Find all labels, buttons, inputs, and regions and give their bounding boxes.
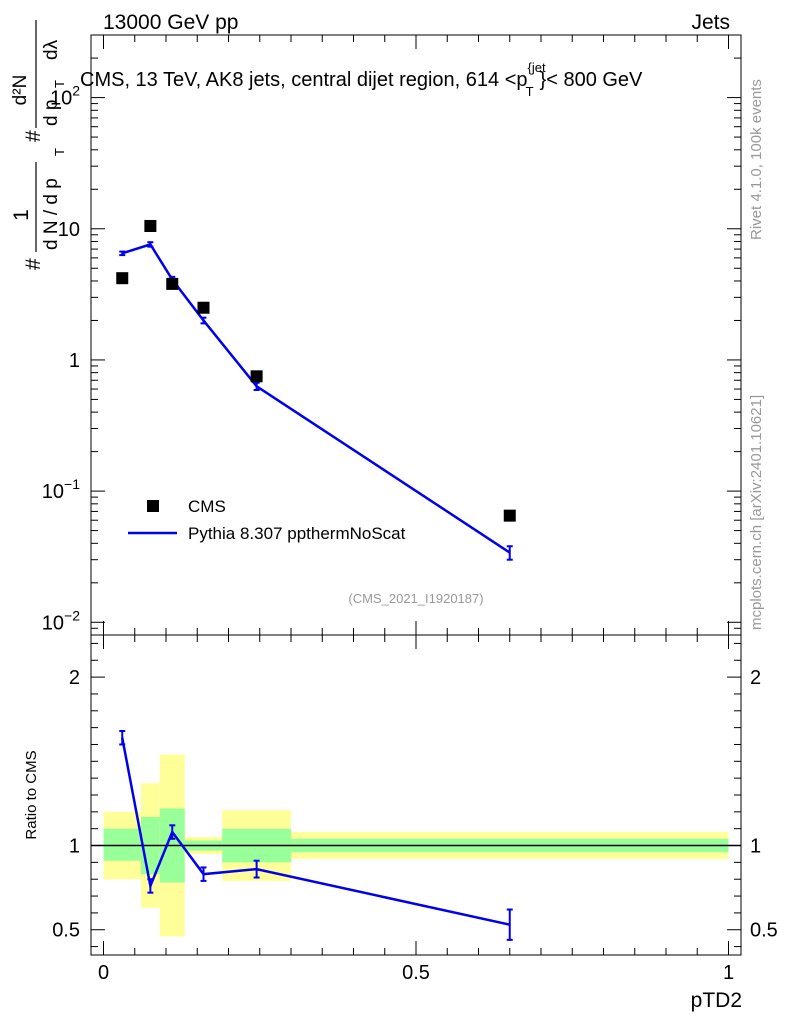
main-y-tick-label: 10−1 xyxy=(42,476,80,503)
main-y-tick-label: 10 xyxy=(58,219,80,241)
legend-cms-marker xyxy=(147,500,159,512)
cms-data-point xyxy=(166,277,179,290)
ratio-y-tick-label-left: 1 xyxy=(69,836,80,858)
ylabel-frac-den-sub: T xyxy=(52,148,67,156)
ylabel-deriv-den: d p xyxy=(41,100,62,126)
title-after: }< 800 GeV xyxy=(540,69,644,91)
ratio-panel: 0.5 0.51 12 2 0 0.5 1 Ratio to CMS pTD2 xyxy=(23,634,778,1012)
cms-data-point xyxy=(144,219,157,232)
cms-data-point xyxy=(197,301,210,314)
header-right-label: Jets xyxy=(691,11,730,34)
title-before: CMS, 13 TeV, AK8 jets, central dijet reg… xyxy=(80,69,528,91)
ratio-y-tick-label-right: 0.5 xyxy=(750,920,778,942)
legend-cms-label: CMS xyxy=(188,497,226,516)
legend-mc-label: Pythia 8.307 ppthermNoScat xyxy=(188,524,406,543)
ylabel-frac-num: 1 xyxy=(10,209,33,221)
ratio-y-tick-label-left: 0.5 xyxy=(52,920,80,942)
ylabel-deriv-den-sub: T xyxy=(52,80,67,88)
ratio-y-ticks: 0.5 0.5 1 1 2 2 xyxy=(52,642,778,948)
main-data-layer xyxy=(116,219,516,561)
x-tick-label: 0.5 xyxy=(402,962,430,984)
main-panel-frame xyxy=(90,34,742,636)
x-axis-label: pTD2 xyxy=(691,989,742,1012)
ratio-band-inner xyxy=(103,828,141,861)
main-y-tick-label: 10−2 xyxy=(42,607,80,634)
ratio-panel-frame xyxy=(90,634,742,956)
title-subscript: T xyxy=(526,84,534,99)
ratio-y-tick-label-right: 2 xyxy=(750,667,761,689)
ylabel-deriv-num: d²N xyxy=(10,75,31,106)
mcplots-label: mcplots.cern.ch [arXiv:2401.10621] xyxy=(748,395,765,630)
cms-data-point xyxy=(503,509,516,522)
ratio-y-tick-label-left: 2 xyxy=(69,667,80,689)
rivet-version-label: Rivet 4.1.0, 100k events xyxy=(748,79,765,240)
main-panel: 10−2 10−1 1 10 102 CMS, 13 TeV, AK8 jets, ce… xyxy=(10,20,742,636)
analysis-watermark: (CMS_2021_I1920187) xyxy=(348,591,483,606)
header-left-label: 13000 GeV pp xyxy=(103,11,238,34)
ylabel-hash: # xyxy=(22,258,45,270)
ylabel-hash2: # xyxy=(22,130,45,142)
ratio-y-tick-label-right: 1 xyxy=(750,836,761,858)
ratio-mc-curve xyxy=(121,737,511,926)
x-tick-label: 0 xyxy=(98,962,109,984)
ylabel-frac-den: d N / d p xyxy=(41,178,62,250)
main-y-ticks xyxy=(91,34,741,636)
main-y-axis-label: # 1 d N / d p T # d²N d p T dλ xyxy=(10,20,67,270)
ratio-y-axis-label: Ratio to CMS xyxy=(23,750,40,839)
ratio-x-ticks: 0 0.5 1 xyxy=(98,635,734,984)
main-y-tick-label: 1 xyxy=(69,350,80,372)
x-tick-label: 1 xyxy=(723,962,734,984)
main-y-tick-label: 102 xyxy=(50,83,80,110)
title-superscript: {jet xyxy=(528,60,546,75)
plot-title: CMS, 13 TeV, AK8 jets, central dijet reg… xyxy=(80,60,643,99)
legend: CMS Pythia 8.307 ppthermNoScat xyxy=(128,497,406,543)
cms-data-point xyxy=(116,272,129,285)
cms-data-point xyxy=(250,370,263,383)
main-y-tick-labels: 10−2 10−1 1 10 102 xyxy=(42,83,80,635)
main-x-ticks xyxy=(103,35,729,635)
ylabel-deriv-tail: dλ xyxy=(41,39,62,60)
ratio-data-layer xyxy=(91,730,741,941)
mc-curve xyxy=(121,242,511,554)
